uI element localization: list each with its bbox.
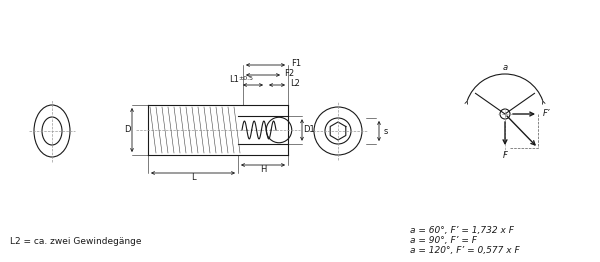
Text: L2: L2 <box>290 79 300 88</box>
Text: a = 60°, F’ = 1,732 x F: a = 60°, F’ = 1,732 x F <box>410 226 514 234</box>
Text: L2 = ca. zwei Gewindegänge: L2 = ca. zwei Gewindegänge <box>10 237 142 247</box>
Text: F’: F’ <box>543 108 551 117</box>
Text: L1: L1 <box>229 75 239 85</box>
Text: D1: D1 <box>303 125 315 134</box>
Text: F1: F1 <box>291 58 301 68</box>
Text: a = 90°, F’ = F: a = 90°, F’ = F <box>410 236 477 244</box>
Text: a: a <box>502 63 508 72</box>
Text: ±0.5: ±0.5 <box>239 77 254 81</box>
Text: L: L <box>191 173 196 183</box>
Text: s: s <box>384 127 388 135</box>
Text: H: H <box>260 166 266 174</box>
Text: D: D <box>124 125 130 134</box>
Text: F: F <box>503 150 508 160</box>
Text: F2: F2 <box>284 68 294 78</box>
Text: a = 120°, F’ = 0,577 x F: a = 120°, F’ = 0,577 x F <box>410 245 520 254</box>
